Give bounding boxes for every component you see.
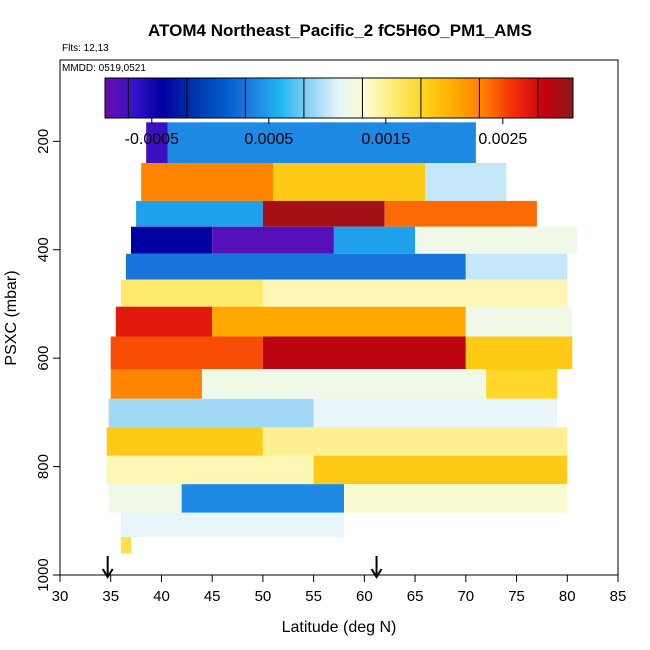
x-tick-label: 55 bbox=[305, 588, 322, 605]
heatmap-cell bbox=[115, 306, 213, 337]
heatmap-cell bbox=[181, 484, 344, 513]
heatmap-cell bbox=[202, 369, 487, 399]
x-tick-label: 45 bbox=[204, 588, 221, 605]
y-axis-label: PSXC (mbar) bbox=[3, 270, 20, 365]
heatmap-cell bbox=[313, 455, 568, 485]
heatmap-cell bbox=[465, 306, 573, 337]
x-tick-label: 75 bbox=[508, 588, 525, 605]
heatmap-cell bbox=[465, 253, 568, 280]
heatmap-cell bbox=[108, 484, 182, 513]
heatmap-cell bbox=[212, 226, 334, 254]
heatmap-cell bbox=[273, 163, 426, 201]
colorbar: -0.0005 0.0005 0.0015 0.0025 bbox=[104, 77, 574, 148]
heatmap-cell bbox=[110, 369, 202, 399]
heatmap-cell bbox=[415, 226, 578, 254]
heatmap-cell bbox=[108, 398, 314, 428]
colorbar-tick-label: 0.0015 bbox=[361, 131, 410, 148]
heatmap-cell bbox=[131, 226, 213, 254]
heatmap-cell bbox=[110, 336, 263, 369]
latitude-marker-arrow bbox=[101, 556, 114, 579]
x-axis: 30 35 40 45 50 55 60 65 70 75 80 85 bbox=[52, 574, 627, 605]
heatmap-cell bbox=[262, 200, 385, 227]
heatmap-cell bbox=[384, 200, 537, 227]
heatmap-cell bbox=[212, 306, 466, 337]
x-axis-label: Latitude (deg N) bbox=[282, 619, 397, 636]
dates-label: MMDD: 0519,0521 bbox=[62, 63, 146, 74]
flights-label: Flts: 12,13 bbox=[62, 43, 109, 54]
heatmap-cell bbox=[313, 398, 558, 428]
heatmap-cell bbox=[425, 163, 507, 201]
chart-title: ATOM4 Northeast_Pacific_2 fC5H6O_PM1_AMS bbox=[148, 21, 532, 40]
heatmap-cell bbox=[333, 226, 416, 254]
heatmap-cell bbox=[125, 253, 466, 280]
colorbar-tick-label: 0.0005 bbox=[244, 131, 293, 148]
colorbar-gradient bbox=[104, 77, 574, 119]
x-tick-label: 60 bbox=[356, 588, 373, 605]
heatmap-cell bbox=[486, 369, 558, 399]
x-tick-label: 70 bbox=[457, 588, 474, 605]
heatmap-cells bbox=[106, 122, 578, 554]
x-tick-label: 50 bbox=[255, 588, 272, 605]
y-axis: 200 400 600 800 1000 bbox=[35, 129, 61, 592]
y-tick-label: 200 bbox=[35, 129, 52, 154]
latitude-marker-arrow bbox=[370, 556, 383, 579]
heatmap-cell bbox=[106, 455, 314, 485]
heatmap-cell bbox=[106, 427, 263, 456]
heatmap-cell bbox=[262, 336, 466, 369]
y-tick-label: 400 bbox=[35, 237, 52, 262]
heatmap-cell bbox=[120, 537, 131, 554]
heatmap-cell bbox=[262, 279, 568, 307]
latitude-markers bbox=[101, 556, 383, 579]
heatmap-cell bbox=[465, 336, 573, 369]
colorbar-tick-label: 0.0025 bbox=[478, 131, 527, 148]
x-tick-label: 65 bbox=[407, 588, 424, 605]
heatmap-cell bbox=[136, 200, 263, 227]
colorbar-tick-label: -0.0005 bbox=[125, 131, 179, 148]
x-tick-label: 80 bbox=[559, 588, 576, 605]
x-tick-label: 35 bbox=[102, 588, 119, 605]
heatmap-cell bbox=[344, 484, 568, 513]
heatmap-cell bbox=[120, 512, 345, 538]
y-tick-label: 600 bbox=[35, 346, 52, 371]
y-tick-label: 1000 bbox=[35, 558, 52, 591]
x-tick-label: 85 bbox=[610, 588, 627, 605]
heatmap-cell bbox=[120, 279, 263, 307]
x-tick-label: 40 bbox=[153, 588, 170, 605]
y-tick-label: 800 bbox=[35, 454, 52, 479]
heatmap-cell bbox=[146, 122, 168, 163]
heatmap-cell bbox=[141, 163, 274, 201]
x-tick-label: 30 bbox=[52, 588, 69, 605]
heatmap-cell bbox=[262, 427, 568, 456]
heatmap-cell bbox=[167, 122, 476, 163]
